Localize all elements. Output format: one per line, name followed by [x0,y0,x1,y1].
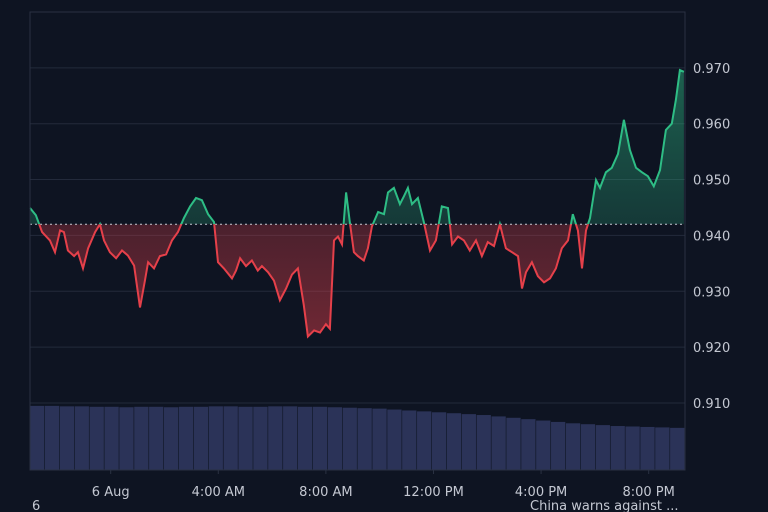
volume-bar [342,407,357,470]
volume-bar [431,412,447,470]
volume-bar [521,419,536,470]
volume-bar [208,406,223,470]
volume-bar [610,426,625,470]
volume-bar [402,410,417,470]
volume-bar [536,420,551,470]
volume-bar [163,407,179,470]
volume-bar [551,421,566,470]
volume-bar [89,406,104,470]
volume-bar [74,406,89,470]
area-down [30,224,684,337]
volume-bar [59,406,75,470]
volume-bar [491,416,506,470]
volume-bar [193,406,209,470]
volume-bar [580,424,596,470]
y-tick-label: 0.970 [693,62,730,77]
x-tick-label: 8:00 AM [299,485,352,500]
volume-bar [670,427,685,470]
volume-bar [476,415,491,470]
y-tick-label: 0.960 [693,118,730,133]
volume-bar [625,426,640,470]
x-tick-label: 4:00 PM [515,485,567,500]
volume-bar [417,411,432,470]
volume-bar [312,406,328,470]
volume-bar [30,405,45,470]
volume-bar [357,408,372,470]
volume-bar [238,406,253,470]
volume-bar [446,413,462,470]
volume-bar [178,406,194,470]
volume-bar [223,406,238,470]
y-tick-label: 0.910 [693,397,730,412]
volume-bar [387,409,402,470]
volume-bar [44,405,60,470]
volume-bar [149,406,164,470]
volume-bar [119,407,134,470]
volume-bar [253,406,268,470]
x-tick-label: 4:00 AM [192,485,245,500]
y-tick-label: 0.920 [693,341,730,356]
footer-text: 6 [32,499,40,512]
x-tick-label: 8:00 PM [622,485,674,500]
volume-bar [327,407,343,470]
y-tick-label: 0.950 [693,174,730,189]
volume-bar [461,414,476,470]
volume-bar [506,417,521,470]
y-tick-label: 0.940 [693,229,730,244]
volume-bar [655,427,670,470]
volume-bar [595,425,610,470]
volume-bar [297,406,313,470]
price-line-down [38,224,590,339]
x-tick-label: 6 Aug [92,485,130,500]
x-tick-label: 12:00 PM [403,485,464,500]
footer-text: China warns against ... [530,499,679,512]
volume-bar [268,406,283,470]
area-up [30,70,684,225]
volume-bar [104,406,119,470]
y-tick-label: 0.930 [693,285,730,300]
volume-bar [640,426,655,470]
plot-frame [29,11,686,471]
volume-bar [134,406,149,470]
volume-bar [283,406,298,470]
volume-bar [565,423,581,470]
volume-bar [372,408,387,470]
